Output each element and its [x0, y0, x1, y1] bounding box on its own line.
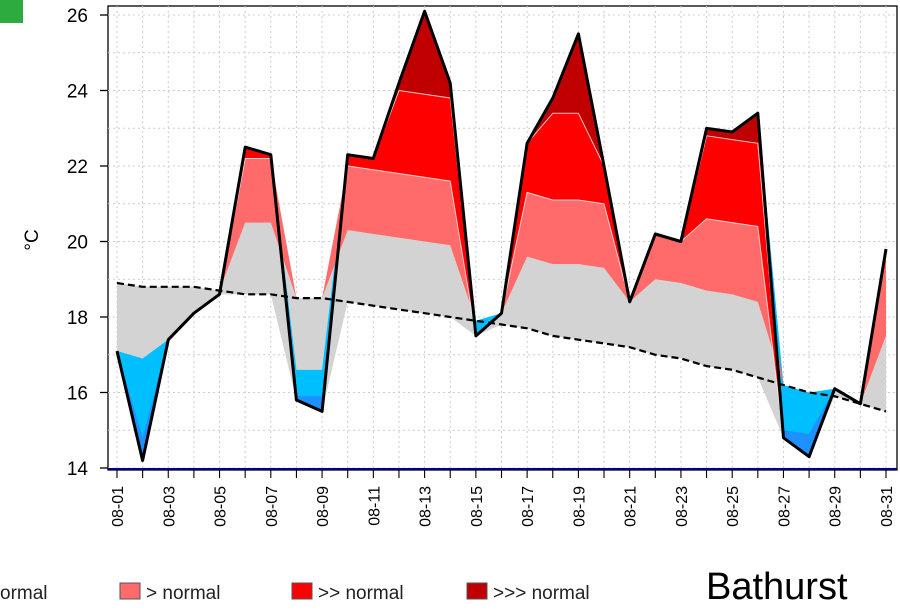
series-lines	[108, 9, 897, 470]
x-tick-label: 08-13	[418, 486, 435, 527]
observed-temperature-line	[115, 9, 888, 462]
y-tick-label: 20	[67, 233, 88, 254]
x-tick-label: 08-19	[571, 486, 588, 527]
legend-label: ormal	[0, 583, 48, 604]
legend: ormal > normal >> normal >>> normal	[0, 582, 590, 604]
x-tick-label: 08-11	[366, 486, 383, 526]
station-name: Bathurst	[706, 566, 848, 608]
x-tick-label: 08-03	[161, 486, 178, 527]
x-tick-label: 08-15	[469, 486, 486, 527]
y-axis-label: °C	[22, 229, 43, 250]
axes: 14 16 18 20 22 24 26 08-01 08-03 08-05 08-07 08-09 0…	[67, 6, 896, 527]
x-tick-label: 08-05	[213, 486, 230, 527]
x-tick-label: 08-07	[264, 486, 281, 527]
x-tick-label: 08-27	[776, 486, 793, 527]
legend-swatch	[119, 582, 141, 600]
green-badge	[0, 0, 23, 23]
x-tick-label: 08-01	[110, 486, 127, 527]
y-tick-label: 22	[67, 157, 88, 178]
x-tick-label: 08-25	[725, 486, 742, 527]
legend-label: > normal	[146, 583, 220, 604]
x-tick-label: 08-21	[623, 486, 640, 527]
x-tick-label: 08-09	[315, 486, 332, 527]
legend-swatch	[466, 582, 488, 600]
y-tick-label: 18	[67, 308, 88, 329]
normal-baseline-line	[116, 281, 887, 413]
area-fills	[117, 11, 886, 461]
x-tick-label: 08-31	[879, 486, 896, 527]
legend-label: >> normal	[318, 583, 404, 604]
x-tick-label: 08-29	[828, 486, 845, 527]
y-tick-label: 14	[67, 459, 89, 480]
y-tick-label: 16	[67, 384, 88, 405]
x-tick-label: 08-23	[674, 486, 691, 527]
x-tick-label: 08-17	[520, 486, 537, 527]
y-tick-label: 24	[67, 82, 89, 103]
legend-label: >>> normal	[493, 583, 590, 604]
fill-above-normal	[117, 158, 886, 404]
fill-below-normal	[117, 11, 886, 461]
legend-swatch	[291, 582, 313, 600]
y-tick-label: 26	[67, 6, 88, 27]
